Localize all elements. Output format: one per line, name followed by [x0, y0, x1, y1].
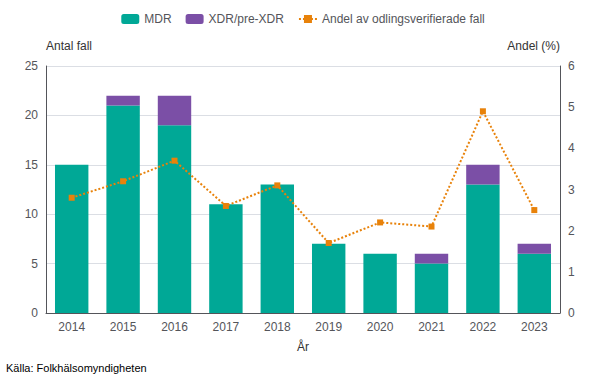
svg-text:3: 3	[568, 183, 575, 197]
svg-text:Andel (%): Andel (%)	[507, 39, 560, 53]
svg-text:Andel av odlingsverifierade fa: Andel av odlingsverifierade fall	[322, 12, 485, 26]
svg-text:2020: 2020	[367, 320, 394, 334]
svg-text:0: 0	[568, 306, 575, 320]
svg-text:20: 20	[25, 108, 39, 122]
svg-text:2014: 2014	[58, 320, 85, 334]
svg-text:XDR/pre-XDR: XDR/pre-XDR	[209, 12, 285, 26]
svg-text:Antal fall: Antal fall	[46, 39, 92, 53]
svg-text:25: 25	[25, 59, 39, 73]
svg-text:År: År	[297, 339, 309, 354]
svg-text:2: 2	[568, 224, 575, 238]
svg-text:MDR: MDR	[144, 12, 172, 26]
svg-text:4: 4	[568, 141, 575, 155]
svg-text:2019: 2019	[315, 320, 342, 334]
svg-text:2017: 2017	[213, 320, 240, 334]
svg-text:2023: 2023	[521, 320, 548, 334]
svg-text:6: 6	[568, 59, 575, 73]
svg-text:Källa: Folkhälsomyndigheten: Källa: Folkhälsomyndigheten	[6, 362, 147, 374]
svg-text:2022: 2022	[470, 320, 497, 334]
svg-text:0: 0	[31, 306, 38, 320]
svg-text:1: 1	[568, 265, 575, 279]
svg-text:15: 15	[25, 158, 39, 172]
svg-text:5: 5	[568, 100, 575, 114]
svg-text:2018: 2018	[264, 320, 291, 334]
svg-text:2015: 2015	[110, 320, 137, 334]
svg-text:2021: 2021	[418, 320, 445, 334]
svg-text:5: 5	[31, 257, 38, 271]
svg-text:2016: 2016	[161, 320, 188, 334]
svg-text:10: 10	[25, 207, 39, 221]
